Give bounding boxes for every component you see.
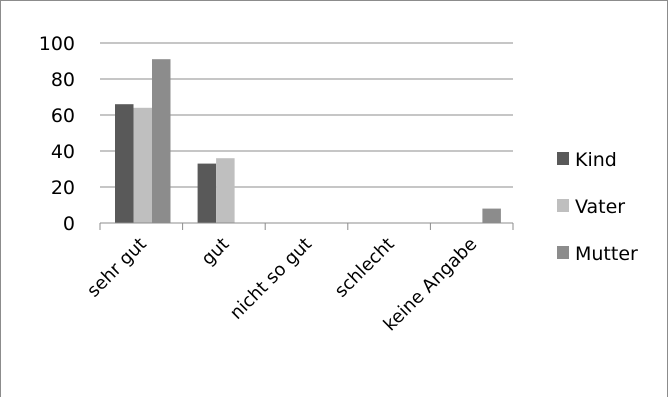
bar-vater: [216, 158, 235, 223]
y-tick-label: 80: [51, 69, 75, 91]
y-tick-label: 0: [63, 213, 75, 235]
x-tick-label: schlecht: [331, 234, 399, 302]
bar-mutter: [482, 208, 501, 223]
y-tick-label: 20: [51, 177, 75, 199]
bar-vater: [133, 107, 152, 223]
bars: [115, 59, 501, 224]
legend-label-vater: Vater: [575, 196, 625, 218]
legend-label-kind: Kind: [575, 149, 617, 171]
bar-kind: [197, 163, 217, 223]
x-tick-label: sehr gut: [83, 234, 151, 302]
bar-mutter: [152, 59, 171, 224]
x-tick-label: gut: [197, 234, 233, 270]
y-axis-ticks: 0 20 40 60 80 100: [39, 33, 75, 235]
x-axis-tickmarks: [99, 223, 514, 230]
legend-swatch-mutter: [557, 246, 569, 259]
x-tick-label: nicht so gut: [226, 234, 316, 324]
legend-swatch-vater: [557, 199, 569, 212]
y-tick-label: 40: [51, 141, 75, 163]
bar-kind: [115, 104, 134, 223]
y-tick-label: 60: [51, 105, 75, 127]
legend-label-mutter: Mutter: [575, 243, 638, 265]
legend-swatch-kind: [557, 152, 569, 165]
y-tick-label: 100: [39, 33, 75, 55]
legend: Kind Vater Mutter: [557, 149, 638, 265]
